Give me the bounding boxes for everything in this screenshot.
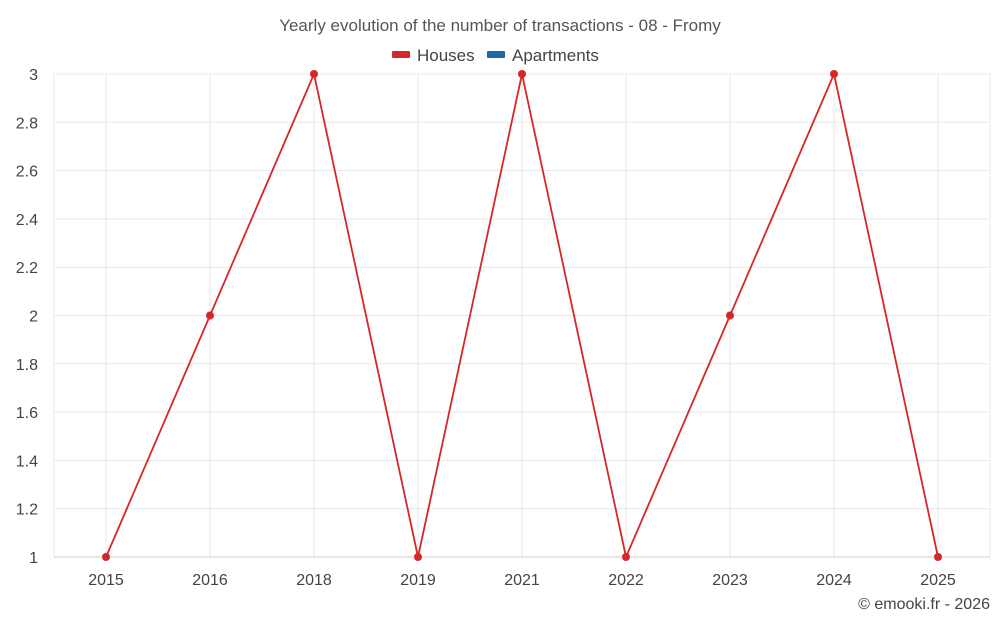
y-tick-label: 1.2	[16, 502, 38, 519]
legend-swatch-apartments	[487, 51, 505, 58]
x-tick-label: 2024	[816, 572, 852, 589]
y-tick-label: 2.6	[16, 164, 38, 181]
data-point[interactable]	[622, 553, 630, 561]
data-point[interactable]	[934, 553, 942, 561]
data-point[interactable]	[726, 311, 734, 320]
y-tick-label: 2.4	[16, 212, 38, 229]
x-tick-label: 2023	[712, 572, 748, 589]
x-tick-label: 2018	[296, 572, 332, 589]
x-tick-label: 2021	[504, 572, 540, 589]
chart-title: Yearly evolution of the number of transa…	[279, 16, 721, 35]
legend: Houses Apartments	[392, 46, 599, 65]
data-point[interactable]	[830, 70, 838, 78]
x-tick-label: 2019	[400, 572, 436, 589]
axes: 1 1.2 1.4 1.6 1.8 2 2.2 2.4 2.6 2.8 3 2015 2016 2018 2…	[16, 67, 990, 589]
legend-item-houses[interactable]: Houses	[392, 46, 475, 65]
x-tick-label: 2015	[88, 572, 124, 589]
data-point[interactable]	[414, 553, 422, 561]
y-tick-label: 3	[29, 67, 38, 84]
data-point[interactable]	[518, 70, 526, 78]
y-tick-label: 1	[29, 550, 38, 567]
data-point[interactable]	[310, 70, 318, 78]
x-tick-label: 2022	[608, 572, 644, 589]
series-houses	[102, 70, 942, 561]
x-tick-label: 2025	[920, 572, 956, 589]
y-tick-label: 2.8	[16, 115, 38, 132]
y-tick-label: 1.4	[16, 453, 38, 470]
legend-label-apartments: Apartments	[512, 46, 599, 65]
x-tick-label: 2016	[192, 572, 228, 589]
legend-label-houses: Houses	[417, 46, 475, 65]
credit-text: © emooki.fr - 2026	[858, 596, 990, 613]
y-tick-label: 1.6	[16, 405, 38, 422]
data-point[interactable]	[206, 311, 214, 320]
y-tick-label: 1.8	[16, 357, 38, 374]
y-tick-label: 2.2	[16, 260, 38, 277]
legend-item-apartments[interactable]: Apartments	[487, 46, 599, 65]
data-point[interactable]	[102, 553, 110, 561]
legend-swatch-houses	[392, 51, 410, 58]
y-tick-label: 2	[29, 309, 38, 326]
